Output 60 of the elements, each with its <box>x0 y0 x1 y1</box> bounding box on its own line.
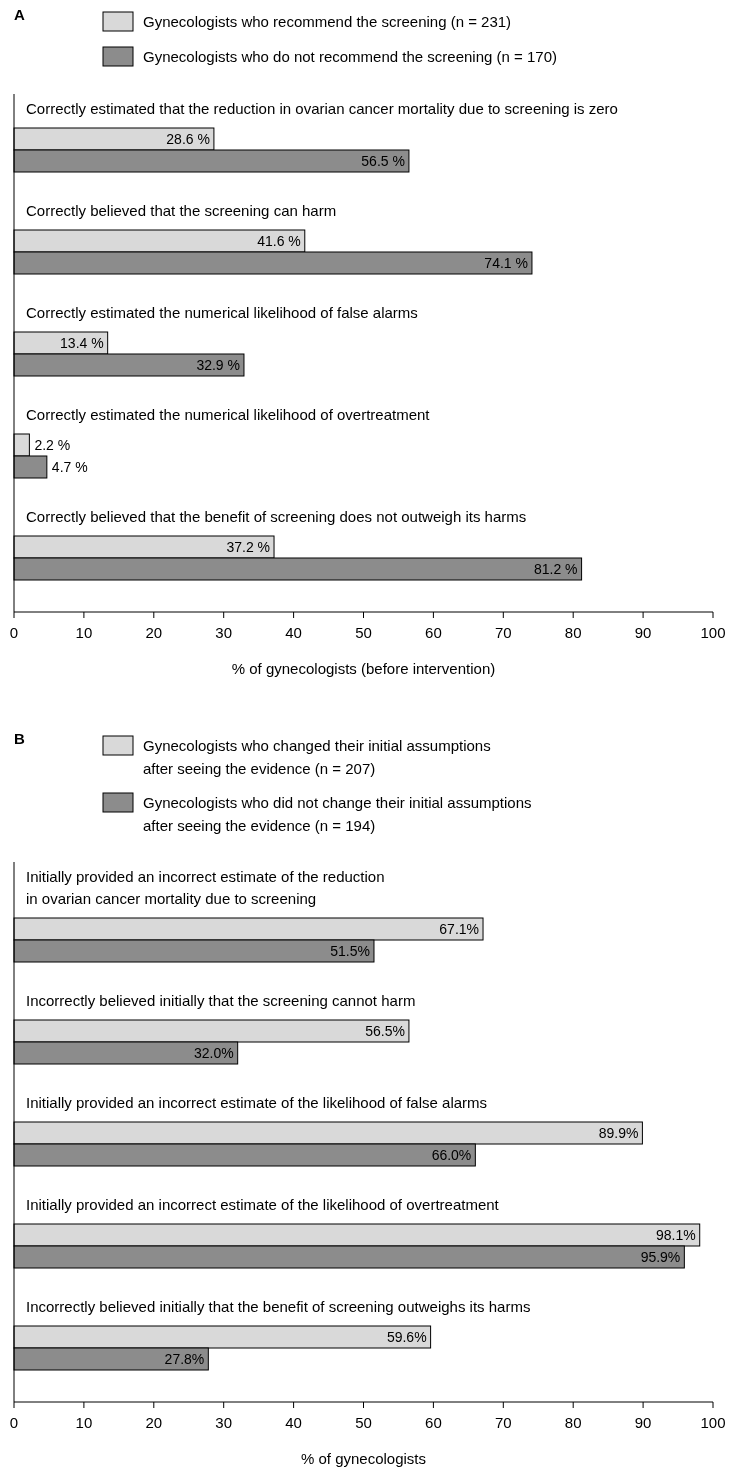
data-label: 66.0% <box>431 1147 472 1163</box>
y-tick-label: Incorrectly believed initially that the screening cannot harm <box>26 992 416 1009</box>
x-tick-label: 60 <box>425 1414 442 1431</box>
legend-label: Gynecologists who recommend the screening (n = 231) <box>143 13 512 30</box>
y-tick-label: Initially provided an incorrect estimate of the reduction in ovarian cancer mortality due to screening <box>26 868 385 907</box>
x-tick-label: 10 <box>75 1414 93 1431</box>
y-tick-label: Correctly believed that the screening can harm <box>26 202 337 219</box>
x-tick-label: 60 <box>425 624 442 641</box>
x-tick-label: 100 <box>700 1414 726 1431</box>
data-label: 89.9% <box>598 1125 639 1141</box>
data-label: 81.2 % <box>533 561 578 577</box>
x-axis-title: % of gynecologists <box>300 1450 427 1467</box>
data-label: 56.5 % <box>361 153 405 169</box>
x-tick-label: 40 <box>285 624 302 641</box>
x-tick-label: 40 <box>285 1414 302 1431</box>
data-label: 2.2 % <box>34 437 71 453</box>
data-label: 37.2 % <box>226 539 271 555</box>
legend-label: Gynecologists who do not recommend the screening (n = 170) <box>143 48 557 65</box>
y-tick-label: Correctly estimated that the reduction in ovarian cancer mortality due to screening is zero <box>26 100 618 117</box>
y-tick-label: Correctly estimated the numerical likelihood of overtreatment <box>26 406 431 423</box>
y-tick-label: Initially provided an incorrect estimate of the likelihood of false alarms <box>26 1094 488 1111</box>
data-label: 95.9% <box>640 1249 681 1265</box>
x-tick-label: 30 <box>215 624 233 641</box>
y-tick-label: Initially provided an incorrect estimate of the likelihood of overtreatment <box>26 1196 500 1213</box>
data-label: 27.8% <box>164 1351 205 1367</box>
data-label: 32.0% <box>193 1045 234 1061</box>
data-label: 13.4 % <box>60 335 104 351</box>
data-label: 41.6 % <box>257 233 301 249</box>
legend-label: Gynecologists who changed their initial assumptions after seeing the evidence (n = 207) <box>143 737 491 777</box>
data-label: 98.1% <box>656 1227 696 1243</box>
data-label: 4.7 % <box>51 459 88 475</box>
x-tick-label: 20 <box>145 1414 163 1431</box>
x-tick-label: 50 <box>355 1414 372 1431</box>
data-label: 28.6 % <box>166 131 210 147</box>
y-tick-label: Incorrectly believed initially that the benefit of screening outweighs its harms <box>26 1298 531 1315</box>
y-tick-label: Correctly believed that the benefit of screening does not outweigh its harms <box>26 508 527 525</box>
chart-title: A <box>14 6 25 23</box>
x-tick-label: 30 <box>215 1414 233 1431</box>
x-tick-label: 20 <box>145 624 163 641</box>
data-label: 32.9 % <box>196 357 240 373</box>
x-tick-label: 50 <box>355 624 372 641</box>
x-tick-label: 70 <box>494 1414 512 1431</box>
data-label: 59.6% <box>386 1329 427 1345</box>
x-tick-label: 80 <box>564 624 582 641</box>
x-tick-label: 90 <box>634 1414 652 1431</box>
legend-label: Gynecologists who did not change their initial assumptions after seeing the evidence (n = 194) <box>143 794 532 834</box>
data-label: 51.5% <box>330 943 370 959</box>
x-axis-title: % of gynecologists (before intervention) <box>231 660 496 677</box>
x-tick-label: 100 <box>700 624 726 641</box>
x-tick-label: 0 <box>9 1414 19 1431</box>
x-tick-label: 10 <box>75 624 93 641</box>
data-label: 67.1% <box>439 921 480 937</box>
data-label: 74.1 % <box>484 255 528 271</box>
x-tick-label: 0 <box>9 624 19 641</box>
x-tick-label: 80 <box>564 1414 582 1431</box>
y-tick-label: Correctly estimated the numerical likelihood of false alarms <box>26 304 418 321</box>
x-tick-label: 70 <box>494 624 512 641</box>
chart-title: B <box>14 730 25 747</box>
x-tick-label: 90 <box>634 624 652 641</box>
data-label: 56.5% <box>365 1023 405 1039</box>
